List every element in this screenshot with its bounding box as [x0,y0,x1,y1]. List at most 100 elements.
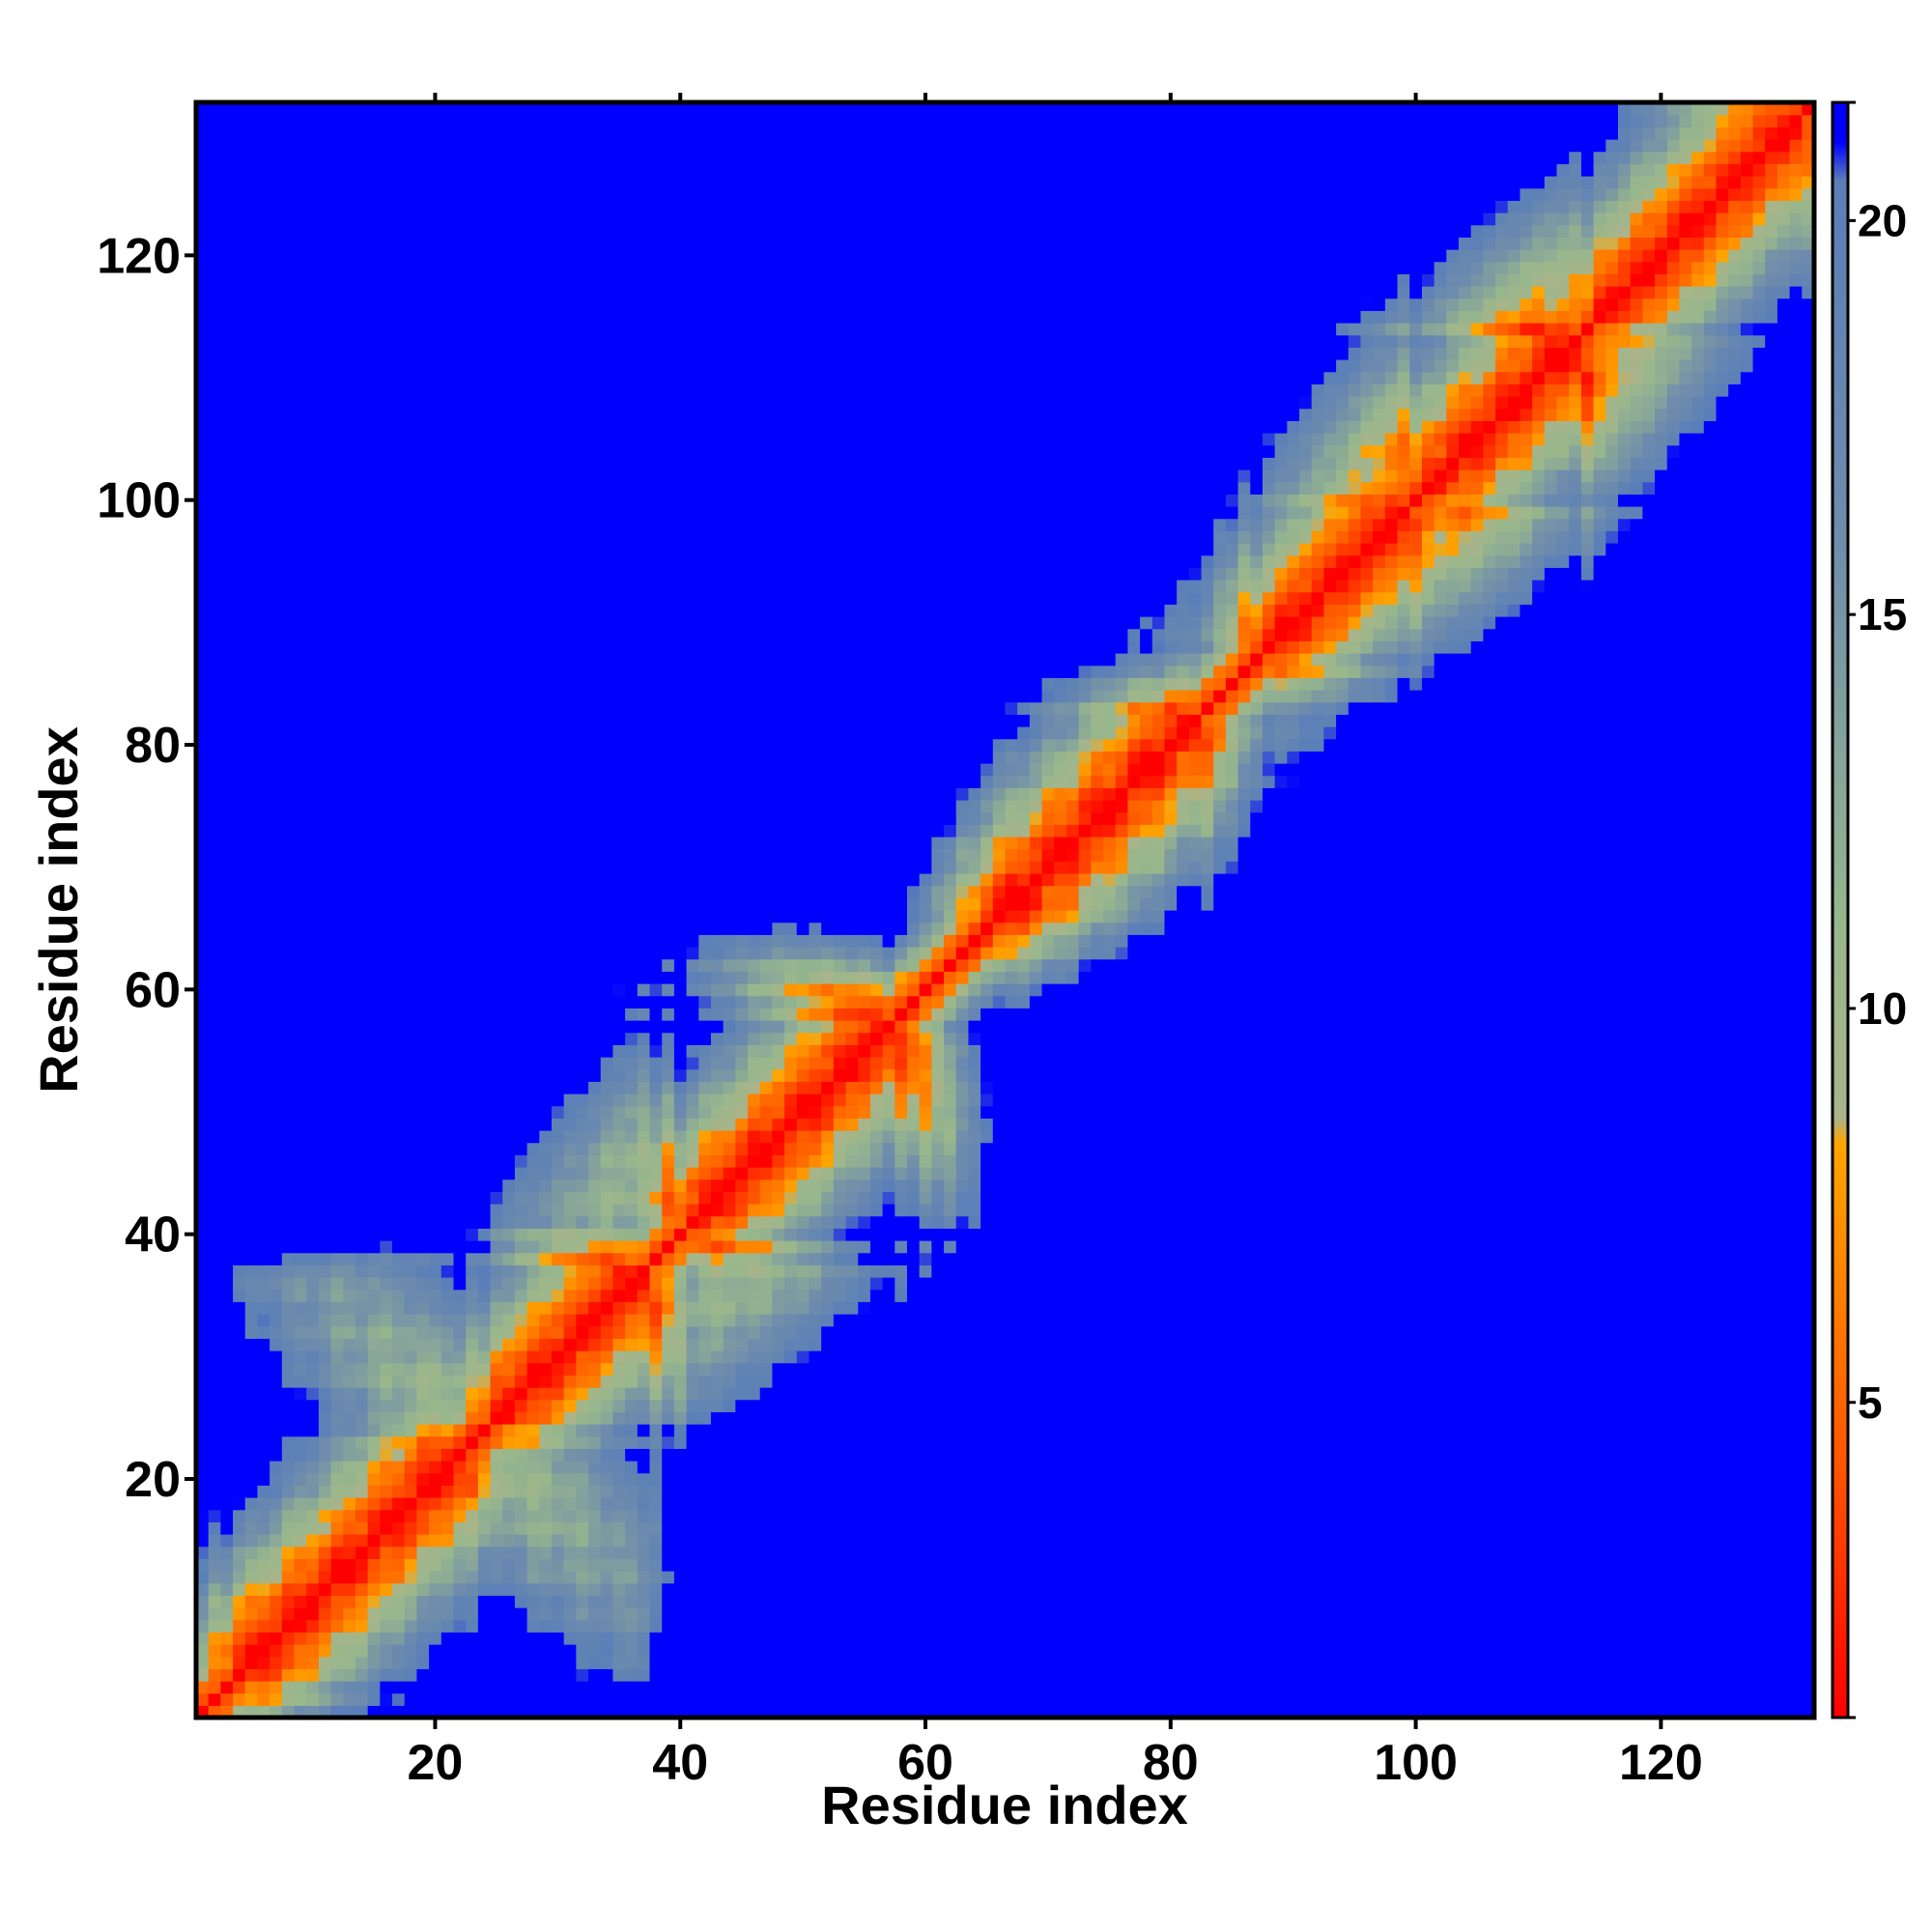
heatmap-cell [514,628,528,641]
heatmap-cell [306,604,320,617]
heatmap-cell [281,1167,296,1180]
heatmap-cell [257,591,270,605]
heatmap-cell [551,224,565,238]
heatmap-cell [281,1509,296,1522]
heatmap-cell [514,701,528,715]
heatmap-cell [355,224,369,238]
heatmap-cell [220,922,234,935]
heatmap-cell [196,1289,210,1302]
heatmap-cell [404,958,418,972]
heatmap-cell [233,701,246,715]
heatmap-cell [490,1644,503,1658]
heatmap-cell [196,971,210,984]
heatmap-cell [416,934,430,948]
heatmap-cell [588,811,602,825]
heatmap-cell [367,824,381,838]
heatmap-cell [270,334,283,348]
heatmap-cell [257,811,270,825]
heatmap-cell [343,616,356,630]
heatmap-cell [281,1534,296,1548]
heatmap-cell [440,213,455,226]
heatmap-cell [306,910,320,923]
heatmap-cell [551,971,565,984]
heatmap-cell [600,947,614,960]
heatmap-cell [404,469,418,483]
heatmap-cell [490,1497,503,1511]
heatmap-cell [343,861,356,874]
heatmap-cell [502,1154,516,1168]
heatmap-cell [429,1692,442,1706]
heatmap-cell [355,1240,369,1254]
heatmap-cell [233,738,246,752]
heatmap-cell [294,1461,307,1474]
heatmap-cell [404,1289,418,1302]
heatmap-cell [612,690,626,703]
heatmap-cell [392,1668,406,1682]
heatmap-cell [637,1142,651,1155]
heatmap-cell [306,286,320,299]
heatmap-cell [380,848,393,862]
heatmap-cell [233,848,246,862]
heatmap-cell [244,1619,259,1633]
heatmap-cell [477,530,492,544]
heatmap-cell [539,384,553,397]
heatmap-cell [196,1644,210,1658]
heatmap-cell [233,1656,246,1669]
heatmap-cell [440,1362,455,1376]
heatmap-cell [270,665,283,678]
heatmap-cell [355,139,369,153]
heatmap-cell [208,457,221,470]
heatmap-cell [257,824,270,838]
heatmap-cell [380,1509,393,1522]
heatmap-cell [270,1130,283,1144]
heatmap-cell [343,1094,356,1107]
heatmap-cell [612,971,626,984]
heatmap-cell [625,1350,639,1364]
heatmap-cell [551,323,565,336]
heatmap-cell [563,1008,577,1021]
heatmap-cell [380,837,393,850]
heatmap-cell [490,1301,503,1315]
heatmap-cell [649,701,663,715]
heatmap-cell [539,1350,553,1364]
heatmap-cell [600,701,614,715]
heatmap-cell [490,1277,503,1291]
heatmap-cell [453,298,467,311]
heatmap-cell [526,237,540,250]
heatmap-cell [429,1301,442,1315]
heatmap-cell [526,1032,540,1045]
heatmap-cell [453,323,467,336]
heatmap-cell [502,1424,516,1437]
heatmap-cell [306,408,320,421]
heatmap-cell [318,1191,332,1205]
heatmap-cell [563,1448,577,1462]
heatmap-cell [490,1461,503,1474]
heatmap-cell [588,1032,602,1045]
heatmap-cell [588,934,602,948]
heatmap-cell [563,273,577,287]
heatmap-cell [576,213,589,226]
heatmap-cell [306,580,320,593]
heatmap-cell [380,433,393,446]
heatmap-cell [281,187,296,201]
heatmap-cell [392,848,406,862]
heatmap-cell [367,323,381,336]
heatmap-cell [208,787,221,801]
heatmap-cell [343,114,356,128]
heatmap-cell [208,1656,221,1669]
heatmap-cell [416,1534,430,1548]
heatmap-cell [466,1509,479,1522]
heatmap-cell [625,714,639,727]
heatmap-cell [416,738,430,752]
heatmap-cell [281,163,296,177]
heatmap-cell [270,323,283,336]
heatmap-cell [440,273,455,287]
heatmap-cell [281,690,296,703]
heatmap-cell [244,1020,259,1034]
heatmap-cell [588,1472,602,1486]
heatmap-cell [208,1582,221,1596]
heatmap-cell [453,1118,467,1131]
heatmap-cell [588,506,602,520]
heatmap-cell [453,457,467,470]
heatmap-cell [539,1668,553,1682]
